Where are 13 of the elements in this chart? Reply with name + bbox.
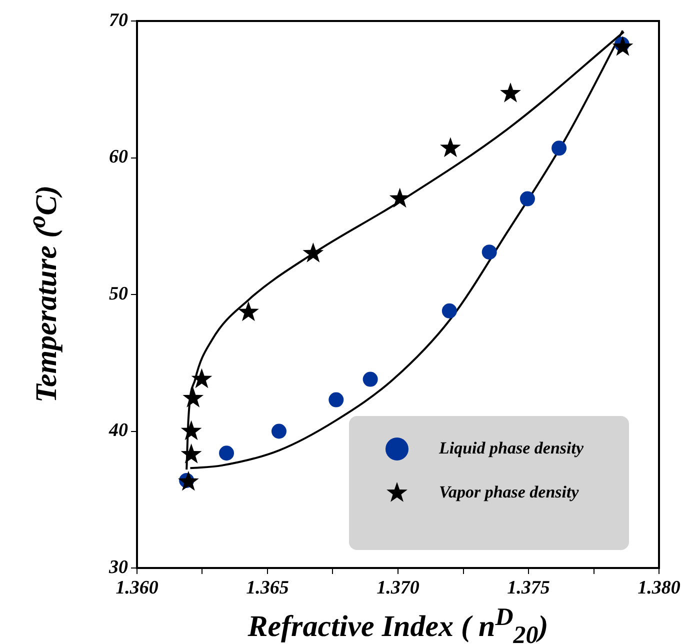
y-tick-label: 30 xyxy=(108,556,128,578)
x-tick-label: 1.380 xyxy=(638,577,681,598)
x-tick-label: 1.365 xyxy=(246,577,290,598)
y-tick-label: 60 xyxy=(109,146,128,168)
y-tick-label: 40 xyxy=(108,420,128,442)
x-tick-label: 1.360 xyxy=(116,577,159,598)
y-tick-label: 50 xyxy=(109,283,128,304)
x-axis-title: Refractive Index ( n$^{D}$$_{20}$) xyxy=(248,604,548,644)
x-tick-label: 1.370 xyxy=(376,577,420,598)
x-tick-label: 1.375 xyxy=(507,577,550,598)
y-tick-label: 70 xyxy=(109,10,128,31)
legend-label: Liquid phase density xyxy=(438,438,584,458)
legend-label: Vapor phase density xyxy=(439,482,580,502)
